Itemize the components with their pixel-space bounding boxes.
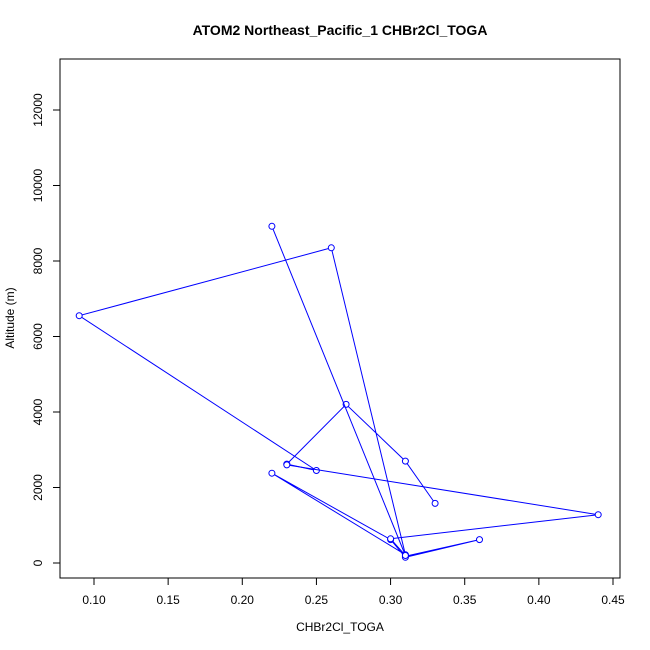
data-point [594, 511, 602, 519]
x-tick-label: 0.35 [453, 593, 477, 607]
y-tick-label: 8000 [31, 247, 45, 274]
x-tick-label: 0.45 [601, 593, 625, 607]
data-point [283, 461, 291, 469]
x-tick-label: 0.25 [305, 593, 329, 607]
data-point [312, 467, 320, 474]
x-tick-label: 0.15 [156, 593, 180, 607]
y-tick-label: 0 [31, 559, 45, 566]
series-line [77, 247, 480, 558]
y-tick-label: 12000 [31, 93, 45, 127]
x-tick-label: 0.40 [527, 593, 551, 607]
data-point [401, 457, 409, 465]
y-tick-label: 10000 [31, 168, 45, 202]
data-point [75, 312, 83, 320]
x-tick-label: 0.20 [231, 593, 255, 607]
x-tick-label: 0.30 [379, 593, 403, 607]
data-point [401, 552, 409, 559]
series-group [75, 222, 602, 561]
plot-frame [59, 58, 621, 579]
y-tick-label: 4000 [31, 398, 45, 425]
data-point [268, 469, 276, 477]
chart-title: ATOM2 Northeast_Pacific_1 CHBr2Cl_TOGA [193, 22, 488, 38]
data-point [431, 499, 439, 507]
y-axis-label: Altitude (m) [3, 287, 17, 348]
y-tick-label: 2000 [31, 474, 45, 501]
data-point [327, 244, 335, 252]
y-axis: 0 2000 4000 6000 8000 10000 12000 [31, 93, 61, 566]
data-point [387, 535, 395, 543]
data-point [476, 536, 483, 544]
x-axis: 0.10 0.15 0.20 0.25 0.30 0.35 0.40 0.45 [82, 577, 625, 607]
x-tick-label: 0.10 [82, 593, 106, 607]
x-axis-label: CHBr2Cl_TOGA [296, 620, 384, 634]
data-point [268, 222, 276, 230]
y-tick-label: 6000 [31, 323, 45, 350]
